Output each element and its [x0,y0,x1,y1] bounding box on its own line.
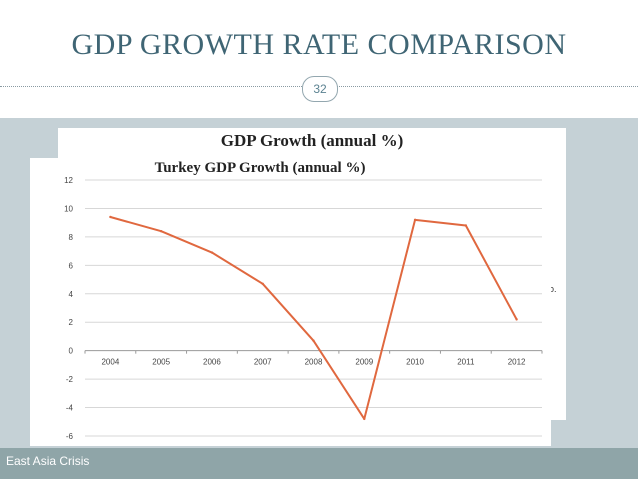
page-number-badge: 32 [302,76,338,102]
data-point [363,417,366,421]
y-tick-label: 10 [64,204,73,213]
y-tick-label: -2 [66,375,74,384]
y-tick-label: -6 [66,432,74,441]
y-tick-label: 0 [69,347,74,356]
slide-title: GDP GROWTH RATE COMPARISON [71,28,567,61]
footer-bar: East Asia Crisis [0,448,638,479]
x-tick-label: 2012 [508,358,526,367]
background-chart-title: GDP Growth (annual %) [220,131,404,150]
x-tick-label: 2004 [101,358,119,367]
data-point [261,282,264,286]
chart-svg: Turkey GDP Growth (annual %) 12 10 8 6 4 2 0 -2… [64,160,543,441]
x-tick-label: 2008 [305,358,323,367]
y-tick-label: 2 [69,318,74,327]
x-tick-label: 2006 [203,358,221,367]
x-tick-label: 2010 [406,358,424,367]
data-point [413,218,417,222]
footer-text: East Asia Crisis [6,454,90,468]
gridlines [85,179,542,437]
data-point [159,230,163,233]
data-point [210,251,214,254]
y-tick-label: 4 [69,290,74,299]
data-point [464,224,468,227]
data-point [312,339,315,342]
x-tick-label: 2005 [152,358,170,367]
background-chart-clipped-text: o. [549,284,557,294]
x-tick-label: 2011 [457,358,475,367]
y-tick-label: 6 [69,261,74,270]
data-point [109,215,112,219]
series-line [110,216,518,420]
series-group [109,215,518,421]
y-tick-label: -4 [66,404,74,413]
chart-title: Turkey GDP Growth (annual %) [155,160,366,176]
turkey-gdp-chart: Turkey GDP Growth (annual %) 12 10 8 6 4 2 0 -2… [30,158,551,446]
y-tick-label: 8 [69,233,74,242]
y-tick-label: 12 [64,176,73,185]
data-point [515,318,518,321]
x-axis-tick-labels: 2004 2005 2006 2007 2008 2009 2010 2011 2012 [84,350,543,367]
x-tick-label: 2009 [355,358,373,367]
y-axis-tick-labels: 12 10 8 6 4 2 0 -2 -4 -6 [64,176,73,441]
x-tick-label: 2007 [254,358,272,367]
